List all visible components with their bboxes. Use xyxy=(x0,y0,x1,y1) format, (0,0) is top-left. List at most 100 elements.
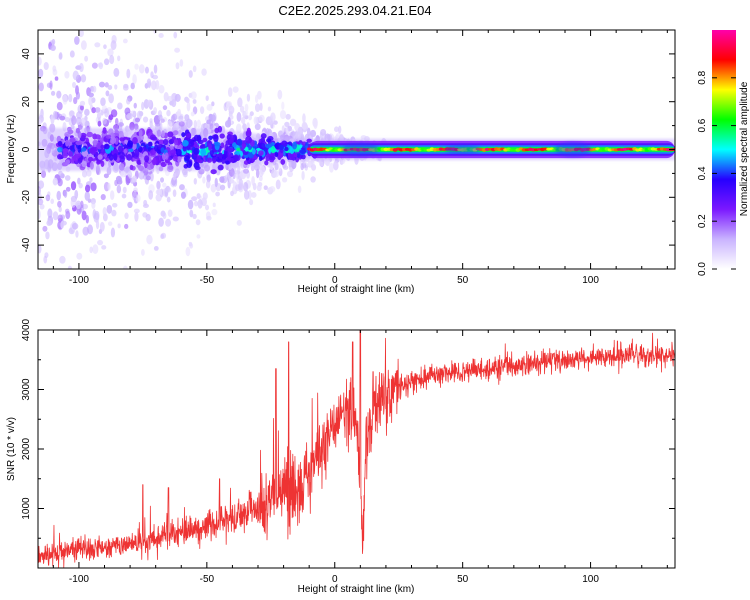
spectrogram-cell xyxy=(179,184,185,191)
spectrogram-cell xyxy=(210,169,217,175)
snr-y-tick-label: 3000 xyxy=(21,378,32,401)
spectrogram-cell xyxy=(89,161,94,170)
spectrogram-cell xyxy=(282,177,288,183)
spectrogram-cell xyxy=(74,189,79,199)
spectrogram-cell xyxy=(172,189,177,198)
spectrogram-cell xyxy=(167,120,173,130)
spectrogram-cell xyxy=(64,70,70,79)
spectrogram-cell xyxy=(108,93,114,104)
spectrogram-cell xyxy=(333,160,339,171)
spectrogram-cell xyxy=(239,105,245,113)
spectrogram-cell xyxy=(86,169,92,177)
spectrogram-cell xyxy=(196,234,201,239)
spectrogram-cell xyxy=(167,209,173,217)
snr-x-axis: -100 -50 0 50 100 xyxy=(52,330,668,585)
spectrogram-cell xyxy=(87,156,94,162)
spectrogram-x-tick-label: 100 xyxy=(582,275,599,286)
spectrogram-cell xyxy=(161,130,165,138)
spectrogram-cell xyxy=(98,81,106,88)
spectrogram-cell xyxy=(295,131,302,140)
spectrogram-cell xyxy=(246,127,251,135)
spectrogram-cell xyxy=(166,109,171,117)
spectrogram-cell xyxy=(289,118,297,127)
spectrogram-cell xyxy=(292,141,298,150)
spectrogram-cell xyxy=(149,172,154,182)
spectrogram-cell xyxy=(185,246,191,257)
spectrogram-cell xyxy=(112,202,118,208)
spectrogram-cell xyxy=(228,177,234,184)
spectrogram-cell xyxy=(150,80,157,91)
spectrogram-cell xyxy=(244,146,249,152)
spectrogram-cell xyxy=(76,202,81,210)
spectrogram-cell xyxy=(281,125,285,133)
spectrogram-cell xyxy=(206,157,213,163)
spectrogram-cell xyxy=(167,95,173,102)
spectrogram-cell xyxy=(124,223,129,229)
spectrogram-cell xyxy=(65,139,69,147)
spectrogram-cell xyxy=(88,96,94,106)
spectrogram-cell xyxy=(219,184,226,191)
colorbar-gradient xyxy=(712,30,736,269)
spectrogram-cell xyxy=(233,154,239,162)
spectrogram-cell xyxy=(246,93,251,102)
spectrogram-cell xyxy=(235,123,242,134)
spectrogram-cell xyxy=(299,149,307,154)
snr-x-tick-label: 0 xyxy=(332,574,338,585)
spectrogram-cell xyxy=(206,215,212,221)
spectrogram-cell xyxy=(202,192,208,200)
spectrogram-cell xyxy=(114,129,119,134)
spectrogram-cell xyxy=(70,197,76,208)
spectrogram-cell xyxy=(236,147,241,152)
spectrogram-cell xyxy=(95,219,100,230)
spectrogram-cell xyxy=(77,157,83,164)
spectrogram-cell xyxy=(72,81,77,89)
spectrogram-cell xyxy=(128,147,134,153)
spectrogram-cell xyxy=(197,199,203,209)
spectrogram-cell xyxy=(263,185,268,191)
colorbar: 0.0 0.2 0.4 0.6 0.8 Normalized spectral ampl… xyxy=(697,30,750,276)
spectrogram-cell xyxy=(244,109,249,116)
spectrogram-cell xyxy=(122,38,128,44)
spectrogram-cell xyxy=(277,161,282,172)
spectrogram-cell xyxy=(167,131,174,138)
spectrogram-cell xyxy=(141,101,145,111)
spectrogram-cell xyxy=(127,201,133,209)
spectrogram-cell xyxy=(110,227,116,238)
spectrogram-cell xyxy=(337,125,342,134)
spectrogram-cell xyxy=(188,139,195,147)
spectrogram-cell xyxy=(264,160,269,166)
spectrogram-cell xyxy=(98,62,104,70)
spectrogram-cell xyxy=(277,89,283,100)
spectrogram-cell xyxy=(137,165,145,171)
spectrogram-cell xyxy=(80,132,87,139)
spectrogram-cell xyxy=(158,166,164,172)
spectrogram-cell xyxy=(162,182,167,188)
snr-y-axis: 1000 2000 3000 4000 xyxy=(21,318,675,569)
colorbar-ticks: 0.0 0.2 0.4 0.6 0.8 xyxy=(697,70,736,276)
spectrogram-cell xyxy=(172,216,179,222)
spectrogram-cell xyxy=(47,208,53,219)
spectrogram-cell xyxy=(334,126,339,133)
spectrogram-cell xyxy=(64,175,71,181)
spectrogram-cell xyxy=(147,99,152,108)
spectrogram-cell xyxy=(80,117,86,127)
spectrogram-cell xyxy=(151,136,158,141)
spectrogram-cell xyxy=(108,153,114,161)
spectrogram-cell xyxy=(109,54,115,65)
spectrogram-cell xyxy=(243,181,249,192)
spectrogram-cell xyxy=(133,208,140,214)
spectrogram-cell xyxy=(244,103,249,112)
spectrogram-cell xyxy=(94,152,99,161)
spectrogram-cell xyxy=(145,175,151,181)
spectrogram-cell xyxy=(300,154,306,160)
spectrogram-x-axis: -100 -50 0 50 100 xyxy=(52,30,668,286)
spectrogram-cell xyxy=(217,164,224,171)
spectrogram-cell xyxy=(329,162,334,173)
spectrogram-cell xyxy=(38,185,41,196)
spectrogram-cell xyxy=(97,120,102,127)
spectrogram-cell xyxy=(255,168,260,179)
spectrogram-cell xyxy=(59,115,66,121)
spectrogram-cell xyxy=(193,200,199,207)
spectrogram-cell xyxy=(91,107,97,114)
spectrogram-cell xyxy=(102,117,107,125)
